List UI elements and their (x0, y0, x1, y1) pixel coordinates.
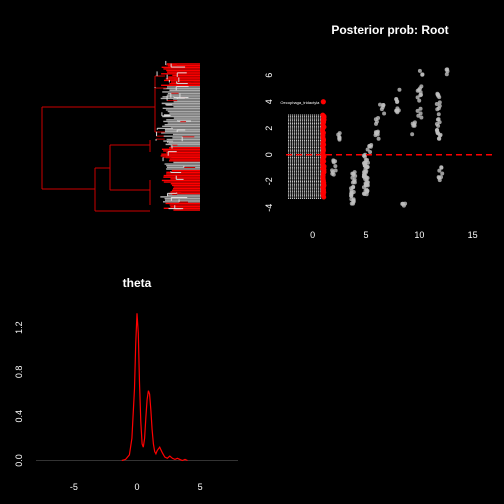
labelled-point (320, 99, 326, 105)
posterior-point-grey (410, 132, 415, 137)
scatter-title: Posterior prob: Root (331, 23, 448, 37)
posterior-point-grey (331, 158, 336, 163)
posterior-point-grey (394, 97, 399, 102)
posterior-point-grey (435, 127, 440, 132)
posterior-point-grey (349, 188, 354, 193)
scatter-y-tick-label: 0 (264, 152, 274, 157)
posterior-point-grey (379, 107, 384, 112)
theta-x-tick-label: 5 (198, 482, 203, 492)
posterior-point-grey (364, 164, 369, 169)
posterior-point-grey (374, 119, 379, 124)
posterior-point-grey (362, 160, 367, 165)
scatter-y-tick-label: 6 (264, 73, 274, 78)
theta-y-tick-label: 0.0 (14, 454, 24, 467)
theta-plot-area (36, 313, 238, 462)
scatter-y-tick-label: 4 (264, 99, 274, 104)
posterior-point-grey (376, 115, 381, 120)
posterior-point-grey (365, 157, 370, 162)
theta-title: theta (123, 276, 152, 290)
scatter-x-tick-label: 10 (414, 230, 424, 240)
posterior-point-grey (418, 93, 423, 98)
posterior-point-grey (369, 142, 374, 147)
posterior-point-grey (350, 175, 355, 180)
posterior-point-grey (418, 90, 423, 95)
posterior-point-grey (364, 187, 369, 192)
scatter-panel: Posterior prob: Root Oecophaga_tridactyl… (264, 23, 494, 240)
posterior-point-grey (437, 168, 442, 173)
posterior-point-grey (397, 87, 402, 92)
posterior-point-grey (437, 100, 442, 105)
scatter-y-tick-label: -2 (264, 177, 274, 185)
posterior-point-grey (363, 152, 368, 157)
scatter-y-tick-label: 2 (264, 126, 274, 131)
posterior-point-grey (349, 197, 354, 202)
posterior-point-grey (361, 191, 366, 196)
posterior-point-grey (330, 168, 335, 173)
posterior-point-grey (351, 185, 356, 190)
theta-panel: theta -5 0 5 0.0 0.4 0.8 1.2 (14, 276, 238, 492)
posterior-point-grey (436, 136, 441, 141)
theta-y-tick-label: 0.4 (14, 410, 24, 423)
posterior-point-grey (365, 147, 370, 152)
posterior-point-grey (378, 102, 383, 107)
posterior-point-grey (368, 149, 373, 154)
posterior-point-grey (417, 68, 422, 73)
posterior-point-grey (437, 175, 442, 180)
posterior-point-grey (434, 101, 439, 106)
scatter-y-tick-label: -4 (264, 204, 274, 212)
posterior-point-grey (420, 72, 425, 77)
theta-y-tick-label: 1.2 (14, 321, 24, 334)
posterior-point-grey (412, 122, 417, 127)
theta-x-tick-label: 0 (134, 482, 139, 492)
theta-x-tick-label: -5 (70, 482, 78, 492)
posterior-point-grey (445, 69, 450, 74)
posterior-point-grey (437, 103, 442, 108)
posterior-point-grey (361, 185, 366, 190)
posterior-point-grey (351, 171, 356, 176)
tree-panel (41, 60, 200, 212)
posterior-point-grey (376, 136, 381, 141)
posterior-point-grey (435, 92, 440, 97)
density-line (121, 313, 188, 462)
posterior-point-grey (382, 111, 387, 116)
posterior-point-red (320, 112, 326, 118)
theta-axes: -5 0 5 0.0 0.4 0.8 1.2 (14, 321, 203, 492)
posterior-point-grey (436, 117, 441, 122)
posterior-point-grey (436, 131, 441, 136)
scatter-x-tick-label: 15 (468, 230, 478, 240)
scatter-plot-area: Oecophaga_tridactyla (280, 67, 494, 208)
scatter-x-tick-label: 0 (310, 230, 315, 240)
posterior-point-grey (436, 112, 441, 117)
posterior-point-grey (337, 131, 342, 136)
posterior-point-grey (415, 108, 420, 113)
posterior-point-grey (394, 108, 399, 113)
posterior-point-grey (364, 176, 369, 181)
posterior-point-grey (439, 165, 444, 170)
labelled-point-label: Oecophaga_tridactyla (280, 100, 320, 105)
scatter-axes: 0 5 10 15 -4 -2 0 2 4 6 (264, 73, 478, 240)
posterior-point-grey (415, 95, 420, 100)
posterior-point-grey (418, 111, 423, 116)
posterior-point-grey (419, 115, 424, 120)
posterior-point-grey (365, 180, 370, 185)
scatter-x-tick-label: 5 (363, 230, 368, 240)
posterior-point-grey (337, 135, 342, 140)
posterior-point-grey (361, 170, 366, 175)
posterior-point-grey (418, 106, 423, 111)
theta-y-tick-label: 0.8 (14, 366, 24, 379)
posterior-point-grey (440, 171, 445, 176)
posterior-point-grey (436, 123, 441, 128)
posterior-point-grey (400, 201, 405, 206)
posterior-point-grey (417, 98, 422, 103)
posterior-point-grey (333, 164, 338, 169)
posterior-point-grey (374, 130, 379, 135)
posterior-point-grey (352, 180, 357, 185)
